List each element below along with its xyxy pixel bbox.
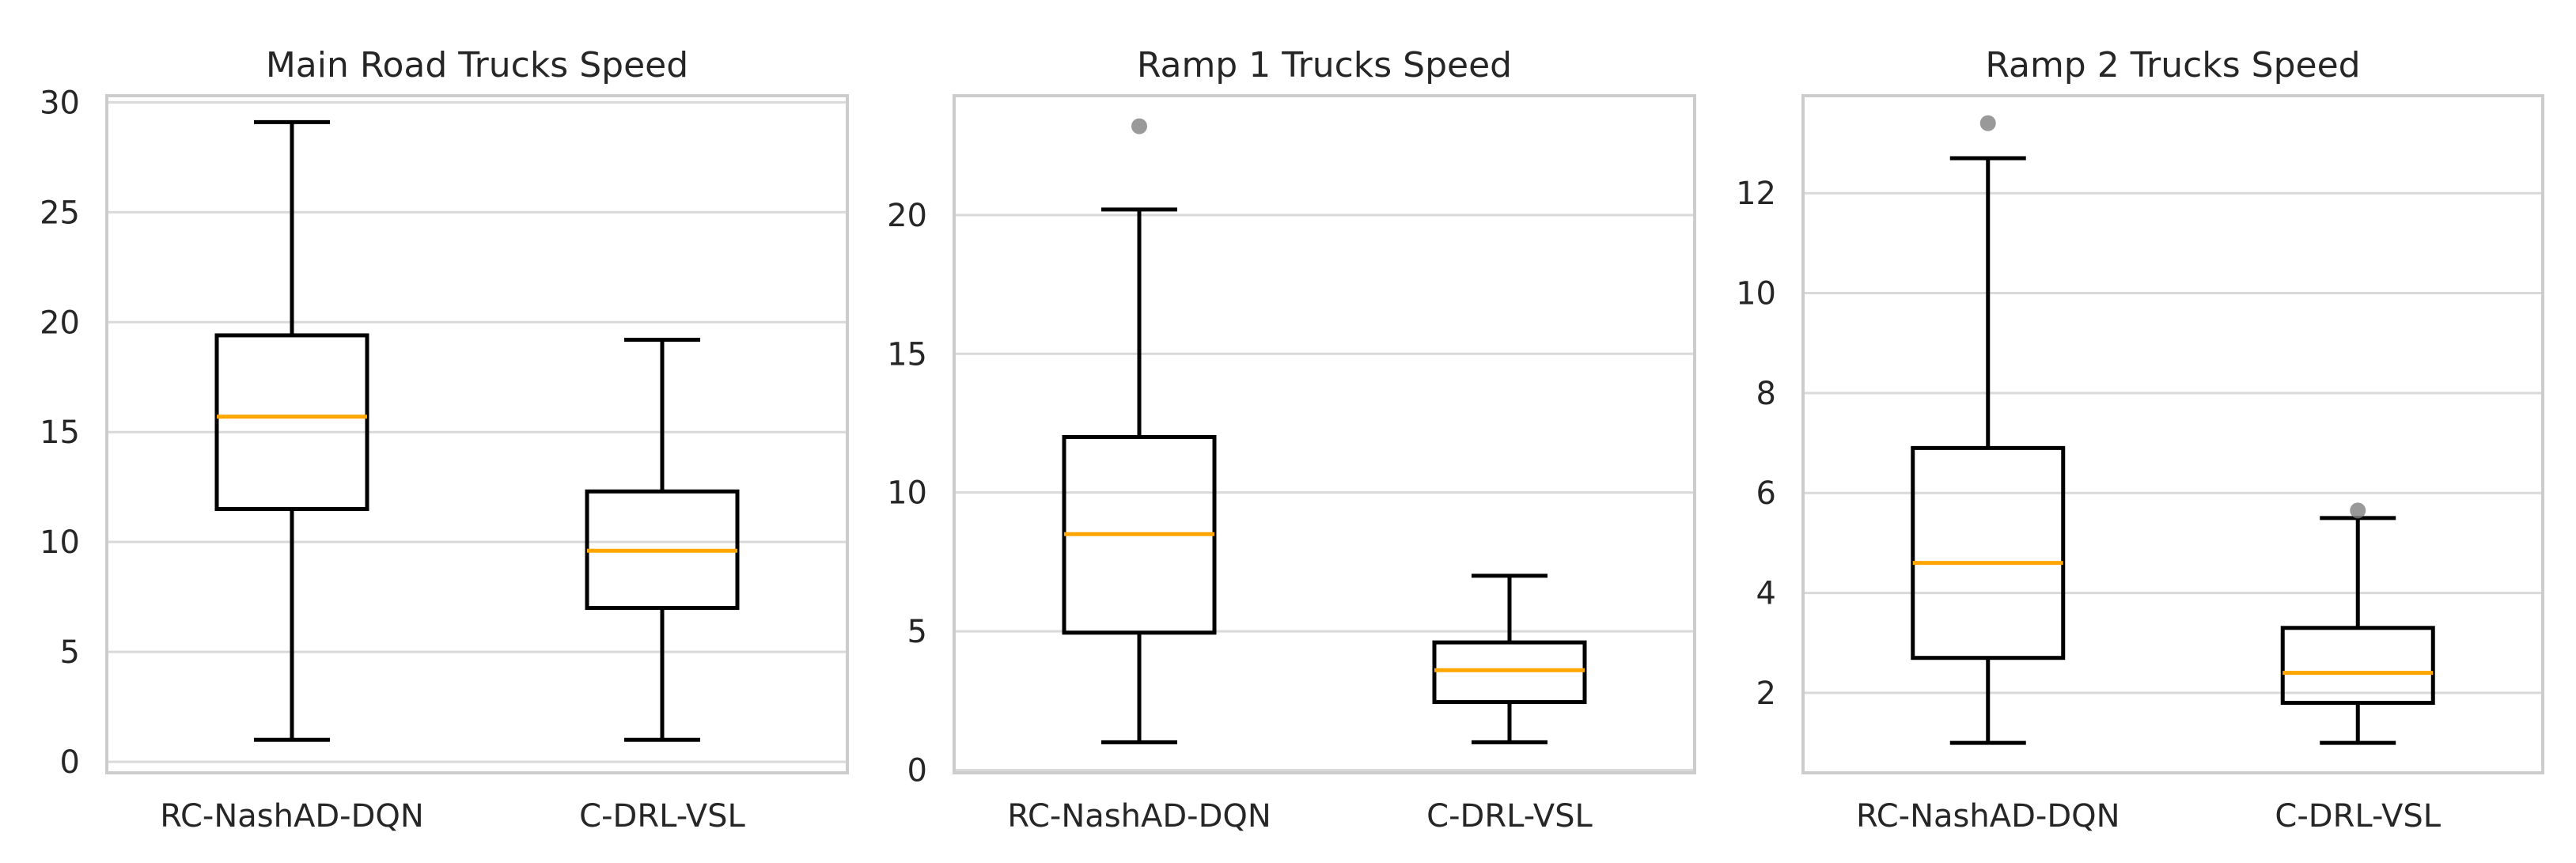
- y-tick-label: 8: [1756, 376, 1776, 412]
- x-tick-label: C-DRL-VSL: [2275, 798, 2441, 835]
- plot-frame: [1801, 94, 2544, 774]
- box-c-drl-vsl: [1432, 573, 1587, 744]
- y-tick-label: 15: [887, 336, 927, 373]
- x-tick-label: RC-NashAD-DQN: [1007, 798, 1271, 835]
- y-tick-label: 25: [40, 195, 80, 231]
- box-rc-nashad-dqn: [1911, 115, 2066, 745]
- x-tick-label: RC-NashAD-DQN: [160, 798, 424, 835]
- plot-frame: [105, 94, 849, 774]
- outlier-point: [2350, 502, 2366, 519]
- x-tick-label: C-DRL-VSL: [579, 798, 745, 835]
- y-tick-label: 15: [40, 414, 80, 451]
- chart-panel: 0 5 10 15 20 Ramp 1 Trucks Speed RC-NashAD-DQN…: [887, 45, 1696, 835]
- x-tick-label: C-DRL-VSL: [1426, 798, 1593, 835]
- iqr-box: [1432, 640, 1587, 705]
- x-tick-label: RC-NashAD-DQN: [1856, 798, 2120, 835]
- y-tick-label: 5: [907, 614, 927, 650]
- iqr-box: [1911, 445, 2066, 660]
- iqr-box: [214, 333, 369, 511]
- y-tick-label: 10: [1736, 276, 1776, 312]
- chart-title: Ramp 1 Trucks Speed: [1137, 45, 1512, 85]
- plot-frame: [953, 94, 1696, 774]
- box-rc-nashad-dqn: [214, 119, 369, 742]
- chart-panel: 2 4 6 8 10 12 Ramp 2 Trucks Speed RC-NashAD-DQN…: [1736, 45, 2544, 835]
- y-tick-label: 20: [40, 305, 80, 341]
- y-tick-label: 6: [1756, 475, 1776, 512]
- y-tick-label: 0: [60, 744, 80, 781]
- chart-panel: 0 5 10 15 20 25 30 Main Road Trucks Speed RC-Nas…: [40, 45, 849, 835]
- y-tick-label: 20: [887, 198, 927, 234]
- outlier-point: [1979, 115, 1996, 131]
- y-tick-label: 10: [40, 524, 80, 561]
- y-tick-label: 0: [907, 752, 927, 789]
- y-tick-label: 30: [40, 85, 80, 121]
- y-tick-label: 12: [1736, 176, 1776, 212]
- chart-title: Main Road Trucks Speed: [266, 45, 688, 85]
- outlier-point: [1131, 118, 1147, 134]
- chart-title: Ramp 2 Trucks Speed: [1985, 45, 2360, 85]
- box-c-drl-vsl: [2280, 502, 2435, 745]
- y-tick-label: 10: [887, 475, 927, 512]
- box-c-drl-vsl: [585, 337, 740, 742]
- iqr-box: [2280, 626, 2435, 706]
- y-tick-label: 5: [60, 634, 80, 671]
- y-tick-label: 4: [1756, 576, 1776, 612]
- box-rc-nashad-dqn: [1062, 118, 1217, 744]
- y-tick-label: 2: [1756, 676, 1776, 712]
